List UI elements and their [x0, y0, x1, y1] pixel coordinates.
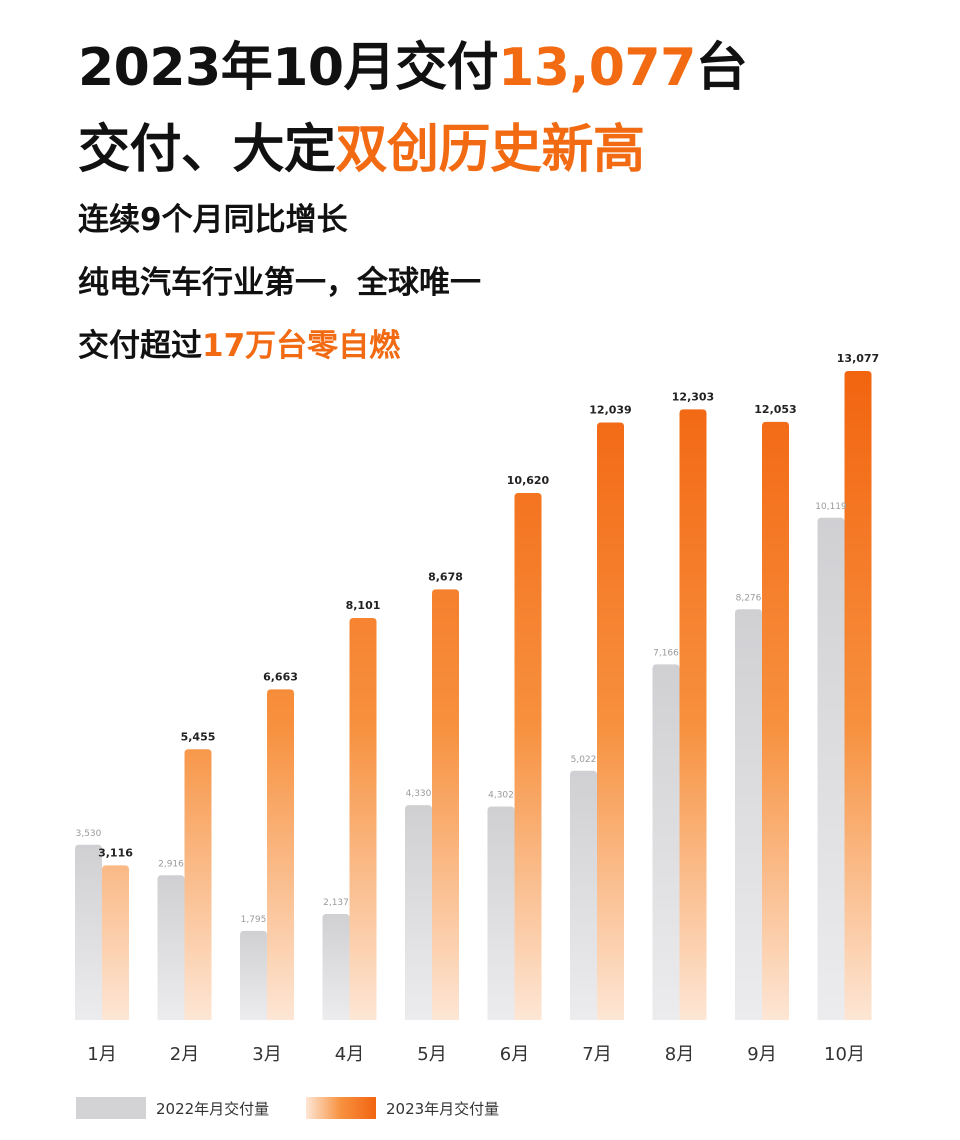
subhead-line-2: 纯电汽车行业第一，全球唯一: [78, 265, 481, 301]
value-label-2022-3: 1,795: [241, 915, 267, 925]
value-label-2022-10: 10,119: [815, 502, 847, 512]
bar-2023-5: [432, 589, 459, 1020]
legend-label-2023: 2023年月交付量: [386, 1099, 500, 1118]
bar-2023-2: [184, 749, 212, 1020]
bar-2022-10: [817, 517, 845, 1020]
bar-2023-4: [349, 617, 377, 1020]
headline-prefix: 2023年10月交付: [78, 38, 499, 98]
value-label-2022-8: 7,166: [653, 648, 679, 658]
value-label-2023-9: 12,053: [754, 403, 796, 416]
bar-2022-5: [405, 805, 432, 1020]
bar-2022-8: [652, 664, 680, 1020]
x-tick-10: 10月: [824, 1044, 865, 1065]
value-label-2023-4: 8,101: [346, 599, 381, 612]
bar-2023-8: [679, 409, 707, 1020]
bar-2023-3: [267, 689, 294, 1020]
chart-labels: 3,530 3,116 1月 2,916 5,455 2月 1,795 6,663 3月 2,13…: [76, 352, 880, 1065]
headline-line-1: 2023年10月交付13,077台: [78, 42, 748, 94]
bar-2023-10: [844, 371, 872, 1020]
series-2023-bars: [102, 371, 872, 1021]
bar-2022-3: [240, 930, 267, 1020]
x-tick-8: 8月: [665, 1044, 694, 1065]
legend-2022: 2022年月交付量: [76, 1095, 269, 1121]
legend-swatch-2023: [306, 1097, 376, 1119]
series-2022-bars: [75, 517, 845, 1020]
x-tick-1: 1月: [87, 1044, 116, 1065]
legend-2023: 2023年月交付量: [306, 1095, 499, 1121]
bar-2022-6: [487, 806, 515, 1020]
value-label-2023-10: 13,077: [837, 352, 879, 365]
value-label-2022-1: 3,530: [76, 829, 102, 839]
bar-2022-7: [570, 770, 597, 1020]
bar-2023-1: [102, 865, 129, 1020]
x-tick-2: 2月: [170, 1044, 199, 1065]
value-label-2022-7: 5,022: [571, 755, 597, 765]
x-tick-3: 3月: [252, 1044, 281, 1065]
subhead-line-3: 交付超过17万台零自燃: [78, 331, 400, 362]
subhead-line-3-highlight: 17万台零自燃: [202, 328, 401, 364]
x-tick-5: 5月: [417, 1044, 446, 1065]
value-label-2023-7: 12,039: [589, 404, 631, 417]
value-label-2022-4: 2,137: [323, 898, 349, 908]
x-tick-7: 7月: [582, 1044, 611, 1065]
subhead-line-3-prefix: 交付超过: [78, 328, 202, 364]
value-label-2023-5: 8,678: [428, 570, 463, 583]
bar-2023-9: [762, 421, 789, 1021]
bar-2022-9: [735, 609, 762, 1020]
value-label-2023-6: 10,620: [507, 474, 550, 487]
subhead-line-1: 连续9个月同比增长: [78, 202, 348, 238]
headline-line-2: 交付、大定双创历史新高: [78, 124, 645, 176]
bar-2022-2: [157, 875, 185, 1020]
bar-2022-1: [75, 844, 102, 1020]
value-label-2023-3: 6,663: [263, 670, 298, 683]
bar-2023-7: [597, 422, 624, 1020]
legend-swatch-2022: [76, 1097, 146, 1119]
value-label-2023-1: 3,116: [98, 846, 133, 859]
x-tick-9: 9月: [747, 1044, 776, 1065]
headline-line-2-prefix: 交付、大定: [78, 120, 336, 180]
value-label-2022-6: 4,302: [488, 790, 514, 800]
value-label-2023-2: 5,455: [181, 730, 216, 743]
value-label-2022-9: 8,276: [736, 593, 762, 603]
bar-2022-4: [322, 913, 350, 1020]
headline-suffix: 台: [695, 38, 748, 98]
headline-delivery-number: 13,077: [498, 38, 696, 98]
x-tick-4: 4月: [335, 1044, 364, 1065]
value-label-2023-8: 12,303: [672, 390, 714, 403]
value-label-2022-2: 2,916: [158, 859, 184, 869]
x-tick-6: 6月: [500, 1044, 529, 1065]
value-label-2022-5: 4,330: [406, 789, 432, 799]
headline-line-2-highlight: 双创历史新高: [335, 120, 646, 180]
bar-2023-6: [514, 492, 542, 1021]
legend-label-2022: 2022年月交付量: [156, 1099, 270, 1118]
